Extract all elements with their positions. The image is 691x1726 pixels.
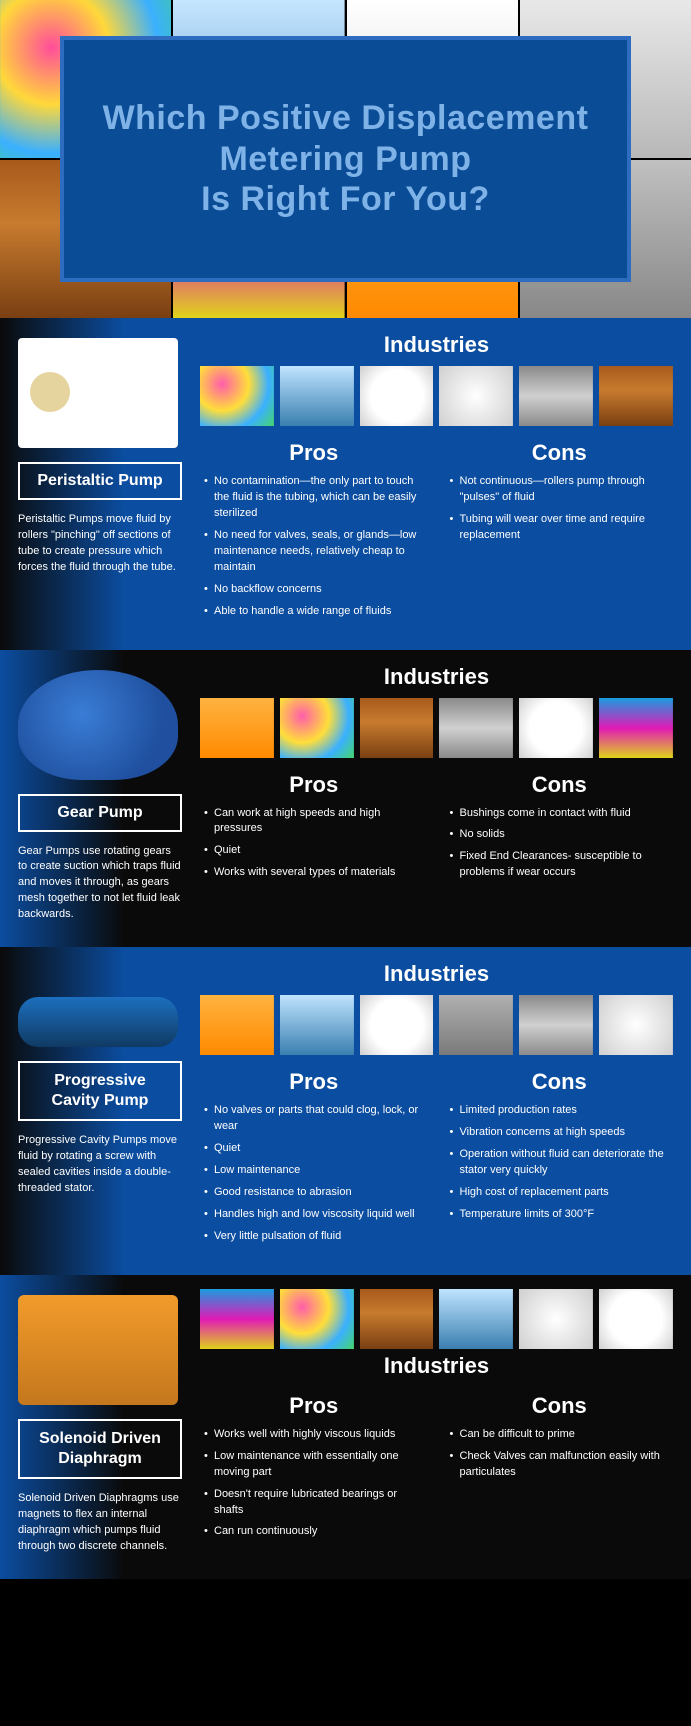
pros-item: No valves or parts that could clog, lock… bbox=[204, 1103, 424, 1135]
pros-heading: Pros bbox=[200, 1069, 428, 1095]
industry-thumb-metal bbox=[439, 698, 513, 758]
cons-list: Not continuous—rollers pump through "pul… bbox=[446, 474, 674, 544]
cons-heading: Cons bbox=[446, 440, 674, 466]
industry-thumb-plastic bbox=[599, 995, 673, 1055]
industry-thumb-orange bbox=[200, 995, 274, 1055]
title-line: Which Positive Displacement bbox=[103, 99, 589, 137]
cons-heading: Cons bbox=[446, 1069, 674, 1095]
cons-item: Check Valves can malfunction easily with… bbox=[450, 1449, 670, 1481]
pros-heading: Pros bbox=[200, 772, 428, 798]
page-title: Which Positive Displacement Metering Pum… bbox=[103, 98, 589, 220]
cons-item: High cost of replacement parts bbox=[450, 1185, 670, 1201]
pros-item: Works well with highly viscous liquids bbox=[204, 1427, 424, 1443]
industries-heading: Industries bbox=[200, 332, 673, 358]
pros-item: Low maintenance with essentially one mov… bbox=[204, 1449, 424, 1481]
industries-heading: Industries bbox=[200, 664, 673, 690]
cons-item: Vibration concerns at high speeds bbox=[450, 1125, 670, 1141]
pros-list: No contamination—the only part to touch … bbox=[200, 474, 428, 620]
industries-strip bbox=[200, 1289, 673, 1349]
industry-thumb-paints bbox=[200, 366, 274, 426]
section-solenoid: Solenoid Driven Diaphragm Solenoid Drive… bbox=[0, 1275, 691, 1579]
industries-strip bbox=[200, 366, 673, 426]
pros-item: Doesn't require lubricated bearings or s… bbox=[204, 1487, 424, 1519]
title-box: Which Positive Displacement Metering Pum… bbox=[60, 36, 631, 282]
industry-thumb-paper bbox=[360, 995, 434, 1055]
pump-desc: Solenoid Driven Diaphragms use magnets t… bbox=[18, 1491, 182, 1555]
cons-item: No solids bbox=[450, 827, 670, 843]
pump-image bbox=[18, 338, 178, 448]
pros-item: Low maintenance bbox=[204, 1163, 424, 1179]
industry-thumb-chem bbox=[200, 1289, 274, 1349]
pump-name: Gear Pump bbox=[18, 794, 182, 832]
cons-item: Limited production rates bbox=[450, 1103, 670, 1119]
pros-item: Quiet bbox=[204, 843, 424, 859]
cons-item: Tubing will wear over time and require r… bbox=[450, 512, 670, 544]
industry-thumb-metal bbox=[519, 995, 593, 1055]
title-line: Metering Pump bbox=[219, 140, 471, 178]
industry-thumb-water bbox=[280, 366, 354, 426]
pros-item: Handles high and low viscosity liquid we… bbox=[204, 1207, 424, 1223]
pump-desc: Gear Pumps use rotating gears to create … bbox=[18, 844, 182, 924]
industry-thumb-bottles bbox=[360, 1289, 434, 1349]
pros-item: Able to handle a wide range of fluids bbox=[204, 604, 424, 620]
pros-list: Works well with highly viscous liquids Lo… bbox=[200, 1427, 428, 1541]
section-progressive-cavity: Progressive Cavity Pump Progressive Cavi… bbox=[0, 947, 691, 1275]
industry-thumb-paints bbox=[280, 698, 354, 758]
industry-thumb-paints bbox=[280, 1289, 354, 1349]
pump-desc: Peristaltic Pumps move fluid by rollers … bbox=[18, 512, 182, 576]
section-peristaltic: Peristaltic Pump Peristaltic Pumps move … bbox=[0, 318, 691, 650]
cons-item: Fixed End Clearances- susceptible to pro… bbox=[450, 849, 670, 881]
pump-image bbox=[18, 670, 178, 780]
pump-name: Progressive Cavity Pump bbox=[18, 1061, 182, 1121]
pros-item: Good resistance to abrasion bbox=[204, 1185, 424, 1201]
pros-item: Can work at high speeds and high pressur… bbox=[204, 806, 424, 838]
cons-item: Not continuous—rollers pump through "pul… bbox=[450, 474, 670, 506]
title-line: Is Right For You? bbox=[201, 180, 490, 218]
pros-heading: Pros bbox=[200, 440, 428, 466]
cons-heading: Cons bbox=[446, 1393, 674, 1419]
industry-thumb-paper bbox=[599, 1289, 673, 1349]
pros-item: Very little pulsation of fluid bbox=[204, 1229, 424, 1245]
cons-heading: Cons bbox=[446, 772, 674, 798]
cons-item: Temperature limits of 300°F bbox=[450, 1207, 670, 1223]
section-gear: Gear Pump Gear Pumps use rotating gears … bbox=[0, 650, 691, 948]
industries-strip bbox=[200, 698, 673, 758]
industry-thumb-plastic bbox=[519, 1289, 593, 1349]
cons-list: Limited production rates Vibration concer… bbox=[446, 1103, 674, 1223]
pros-item: No backflow concerns bbox=[204, 582, 424, 598]
pros-item: No contamination—the only part to touch … bbox=[204, 474, 424, 522]
pros-item: Quiet bbox=[204, 1141, 424, 1157]
pump-image bbox=[18, 1295, 178, 1405]
industry-thumb-orange bbox=[200, 698, 274, 758]
pros-list: Can work at high speeds and high pressur… bbox=[200, 806, 428, 882]
industry-thumb-bottles bbox=[360, 698, 434, 758]
industry-thumb-plastic bbox=[439, 366, 513, 426]
industry-thumb-paper bbox=[360, 366, 434, 426]
cons-list: Can be difficult to prime Check Valves ca… bbox=[446, 1427, 674, 1481]
pump-name: Peristaltic Pump bbox=[18, 462, 182, 500]
industries-heading: Industries bbox=[200, 961, 673, 987]
industry-thumb-chem bbox=[599, 698, 673, 758]
cons-list: Bushings come in contact with fluid No so… bbox=[446, 806, 674, 882]
industry-thumb-towers bbox=[439, 995, 513, 1055]
industry-thumb-metal bbox=[519, 366, 593, 426]
pros-list: No valves or parts that could clog, lock… bbox=[200, 1103, 428, 1245]
cons-item: Bushings come in contact with fluid bbox=[450, 806, 670, 822]
cons-item: Operation without fluid can deteriorate … bbox=[450, 1147, 670, 1179]
cons-item: Can be difficult to prime bbox=[450, 1427, 670, 1443]
pump-name: Solenoid Driven Diaphragm bbox=[18, 1419, 182, 1479]
industry-thumb-water bbox=[439, 1289, 513, 1349]
pump-desc: Progressive Cavity Pumps move fluid by r… bbox=[18, 1133, 182, 1197]
industry-thumb-bottles bbox=[599, 366, 673, 426]
pros-item: No need for valves, seals, or glands—low… bbox=[204, 528, 424, 576]
pros-heading: Pros bbox=[200, 1393, 428, 1419]
industry-thumb-water bbox=[280, 995, 354, 1055]
pros-item: Can run continuously bbox=[204, 1524, 424, 1540]
pump-image bbox=[18, 997, 178, 1047]
pros-item: Works with several types of materials bbox=[204, 865, 424, 881]
hero: Which Positive Displacement Metering Pum… bbox=[0, 0, 691, 318]
industry-thumb-paper bbox=[519, 698, 593, 758]
industries-heading: Industries bbox=[200, 1353, 673, 1379]
industries-strip bbox=[200, 995, 673, 1055]
